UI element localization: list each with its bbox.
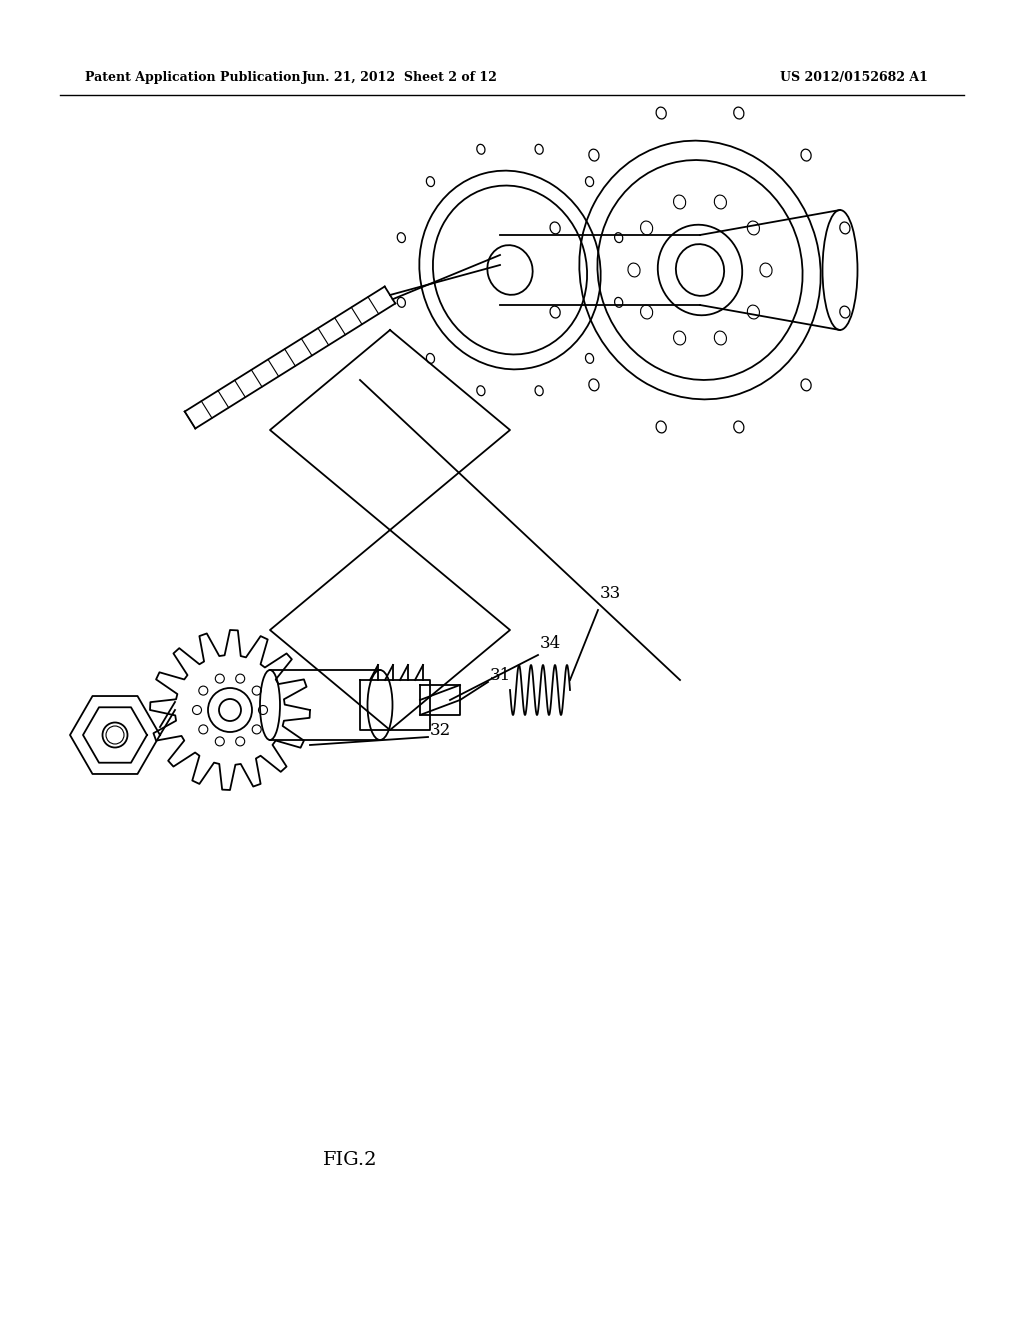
Text: 32: 32 — [430, 722, 452, 739]
Text: 33: 33 — [600, 585, 622, 602]
Text: US 2012/0152682 A1: US 2012/0152682 A1 — [780, 71, 928, 84]
Text: 34: 34 — [540, 635, 561, 652]
Text: Jun. 21, 2012  Sheet 2 of 12: Jun. 21, 2012 Sheet 2 of 12 — [302, 71, 498, 84]
Text: Patent Application Publication: Patent Application Publication — [85, 71, 300, 84]
Text: FIG.2: FIG.2 — [323, 1151, 377, 1170]
Text: 31: 31 — [490, 667, 511, 684]
